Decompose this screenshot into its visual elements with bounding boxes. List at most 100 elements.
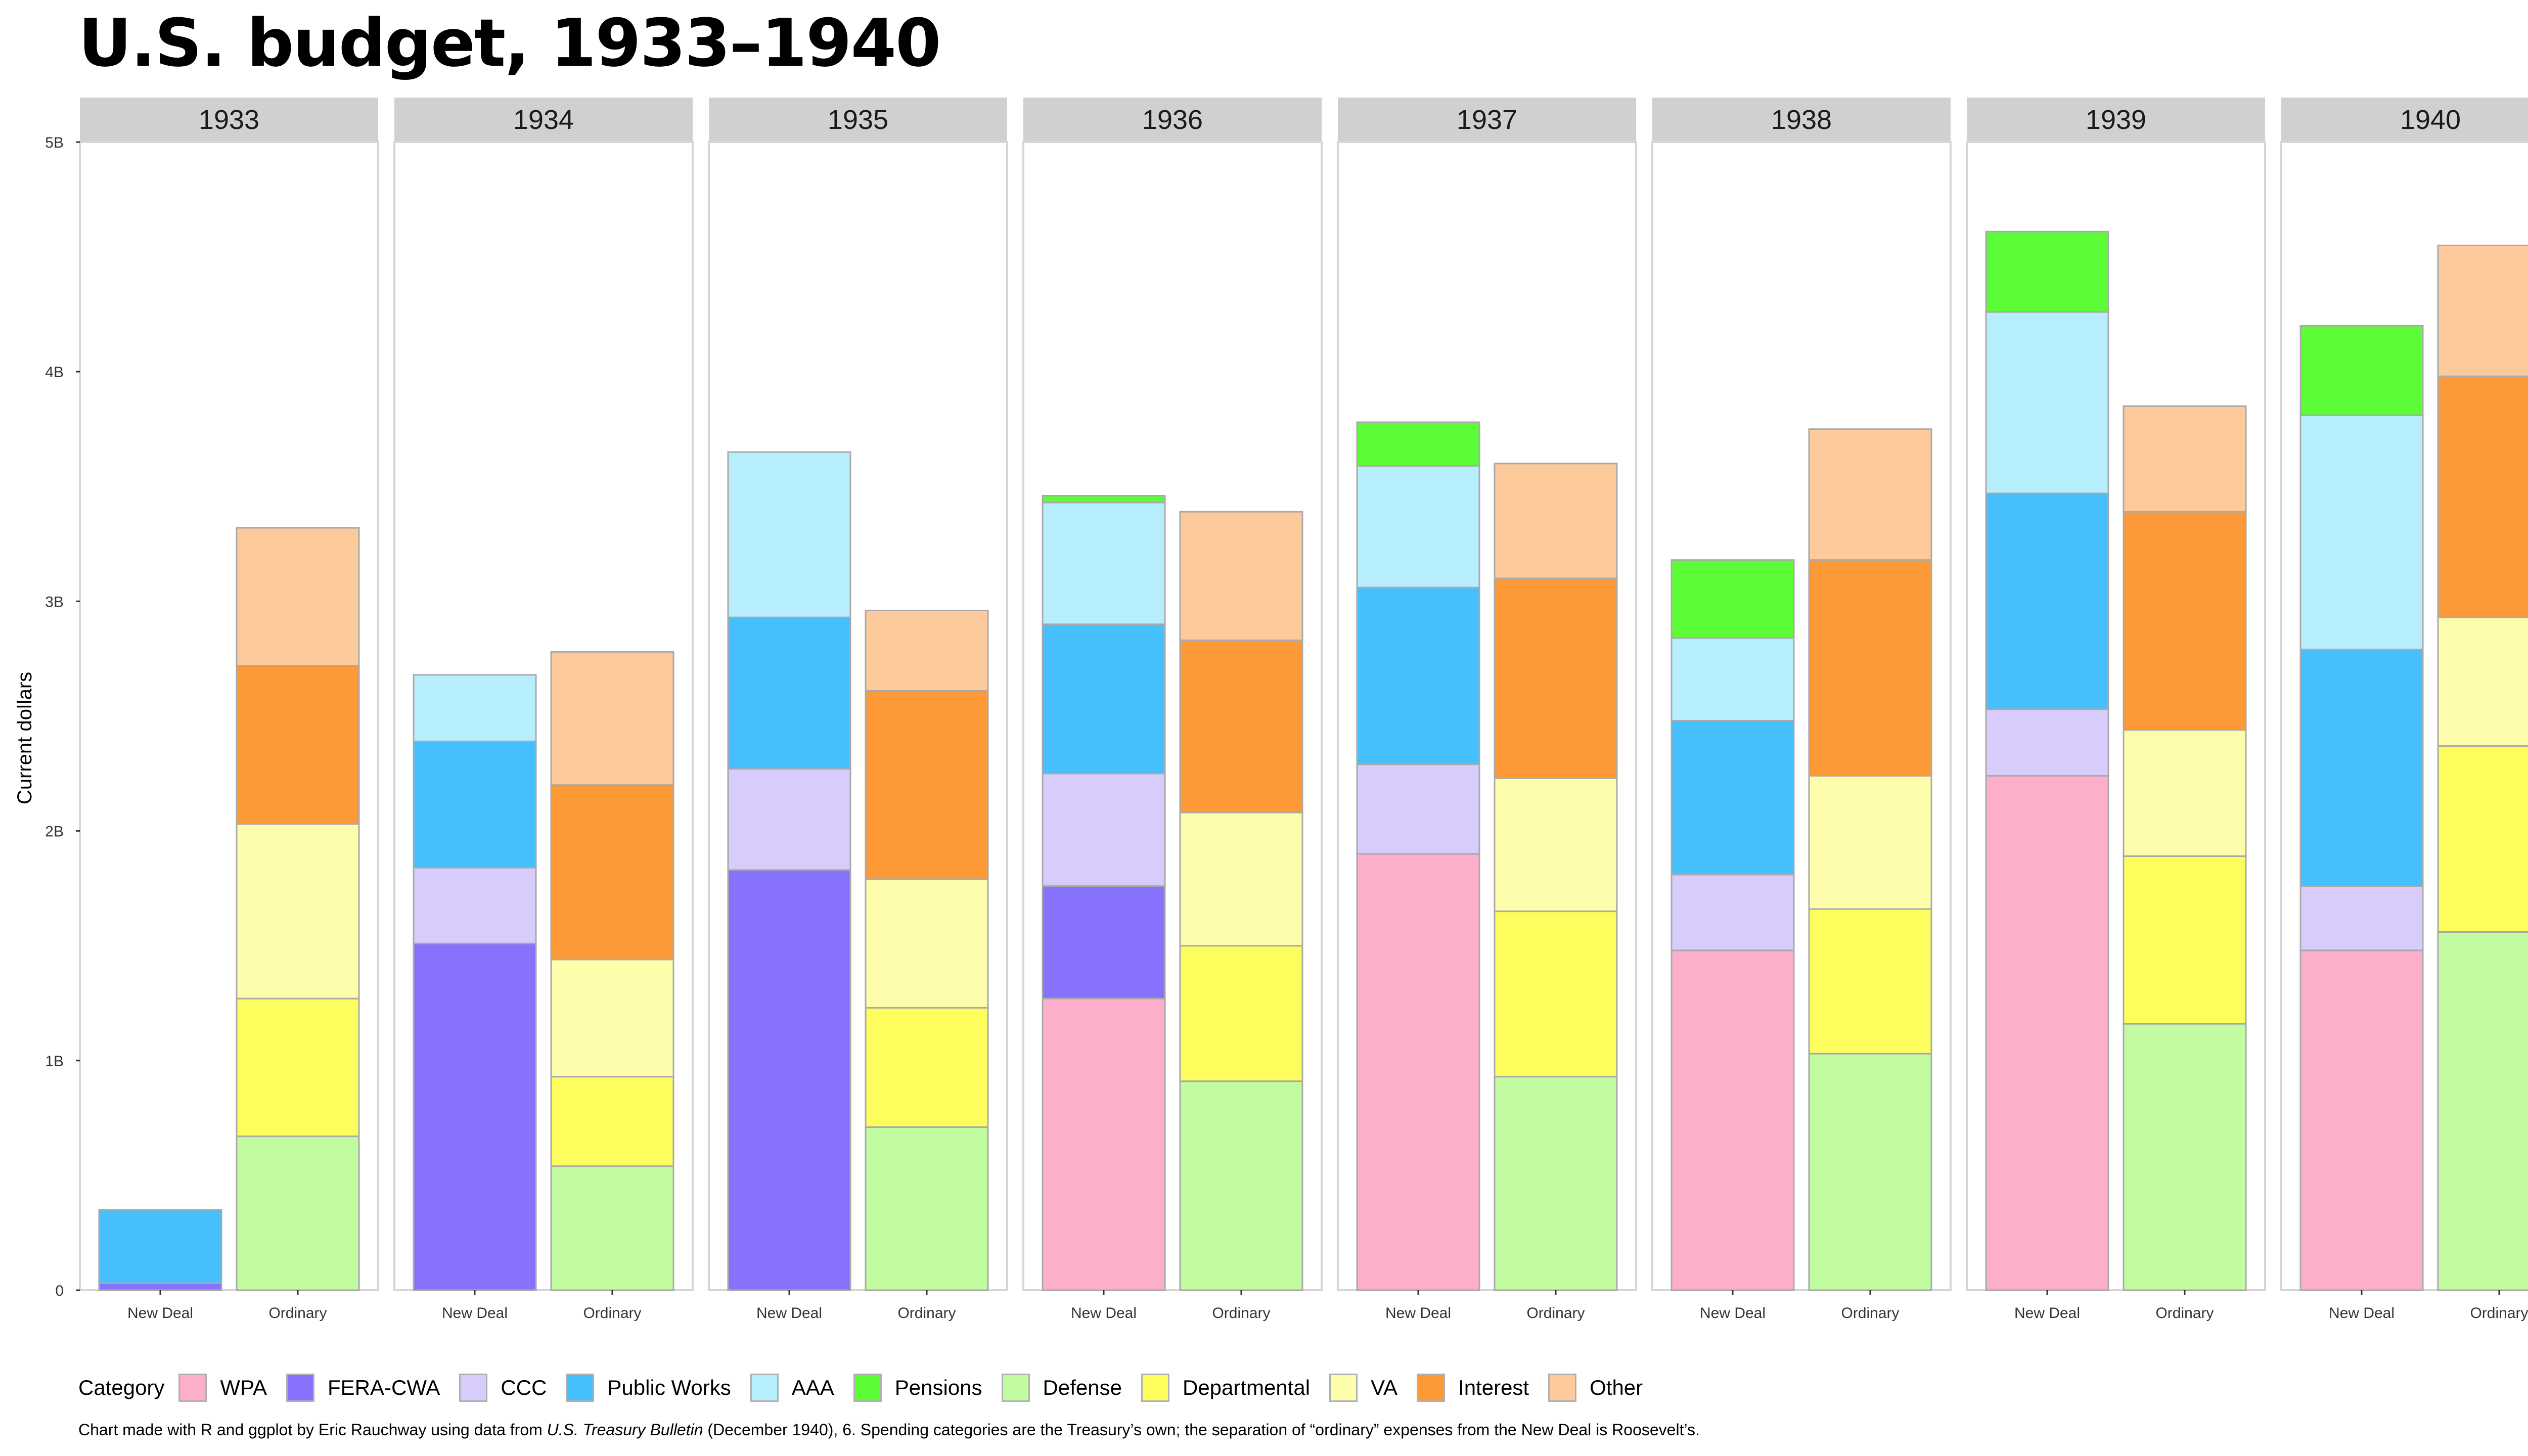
bar-segment-other xyxy=(1808,428,1932,561)
bar-segment-wpa xyxy=(1356,853,1480,1291)
bar-segment-departmental xyxy=(2123,855,2247,1025)
legend-swatch xyxy=(1001,1374,1030,1402)
caption-source: U.S. Treasury Bulletin xyxy=(547,1421,703,1439)
bar-segment-departmental xyxy=(550,1076,674,1167)
bar-segment-departmental xyxy=(1179,945,1303,1082)
legend-items: WPA FERA-CWA CCC Public Works AAA Pensions Def… xyxy=(178,1374,1662,1402)
x-tick-label: New Deal xyxy=(2329,1305,2395,1322)
bar-segment-ccc xyxy=(413,867,537,944)
legend-label: Public Works xyxy=(607,1376,731,1399)
facet-strip-label: 1940 xyxy=(2400,105,2461,135)
legend-label: Departmental xyxy=(1182,1376,1311,1399)
legend-swatch xyxy=(853,1374,882,1402)
bar-segment-public-works xyxy=(1042,623,1166,775)
x-tick-label: New Deal xyxy=(1071,1305,1137,1322)
bar-segment-aaa xyxy=(1356,465,1480,588)
bar-segment-aaa xyxy=(727,451,851,618)
bar-segment-interest xyxy=(1179,640,1303,813)
y-tick-label: 4B xyxy=(45,364,64,381)
legend-label: Interest xyxy=(1458,1376,1529,1399)
legend-label: Pensions xyxy=(894,1376,982,1399)
bar-segment-other xyxy=(1494,463,1618,579)
bar-segment-pensions xyxy=(2299,325,2424,416)
bar-segment-fera-cwa xyxy=(98,1282,222,1291)
facet-panel-1938: 1938 New Deal Ordinary xyxy=(1651,98,1952,1322)
bar-segment-va xyxy=(550,959,674,1078)
bar-segment-other xyxy=(550,651,674,786)
facet-strip xyxy=(1967,98,2265,142)
bar-segment-defense xyxy=(2123,1023,2247,1291)
x-tick-label: Ordinary xyxy=(1212,1305,1270,1322)
bar-segment-defense xyxy=(1494,1076,1618,1291)
x-tick-label: Ordinary xyxy=(897,1305,956,1322)
x-tick-label: New Deal xyxy=(1385,1305,1451,1322)
y-axis: 0 1B 2B 3B 4B 5B xyxy=(45,134,80,1299)
bar-segment-wpa xyxy=(1671,949,1795,1291)
legend-item-wpa: WPA xyxy=(178,1374,267,1402)
legend-item-interest: Interest xyxy=(1417,1374,1529,1402)
bar-segment-defense xyxy=(550,1165,674,1291)
legend-item-defense: Defense xyxy=(1001,1374,1122,1402)
bar-segment-va xyxy=(865,878,989,1009)
x-tick-label: Ordinary xyxy=(1841,1305,1899,1322)
bar-segment-aaa xyxy=(2299,414,2424,651)
bar-segment-wpa xyxy=(1985,775,2109,1291)
facet-strip-label: 1938 xyxy=(1771,105,1832,135)
bar-segment-other xyxy=(1179,511,1303,642)
facet-strip xyxy=(1652,98,1951,142)
legend-item-va: VA xyxy=(1329,1374,1397,1402)
bar-segment-public-works xyxy=(1985,492,2109,710)
bar-segment-public-works xyxy=(1356,586,1480,765)
faceted-stacked-bar-chart: 1933 New Deal Ordinary 1934 New Deal Ordinary… xyxy=(14,98,2528,1322)
legend-swatch xyxy=(1329,1374,1358,1402)
legend-swatch xyxy=(1141,1374,1169,1402)
x-tick-label: New Deal xyxy=(2014,1305,2080,1322)
bar-segment-wpa xyxy=(1042,997,1166,1291)
bar-segment-interest xyxy=(2123,511,2247,731)
bar-segment-other xyxy=(2437,244,2528,377)
bar-segment-aaa xyxy=(1985,311,2109,494)
x-tick-label: New Deal xyxy=(442,1305,508,1322)
bar-segment-pensions xyxy=(1042,494,1166,504)
bar-segment-departmental xyxy=(2437,745,2528,933)
caption: Chart made with R and ggplot by Eric Rau… xyxy=(78,1421,1700,1439)
bar-segment-departmental xyxy=(1808,908,1932,1055)
x-tick-label: Ordinary xyxy=(2155,1305,2214,1322)
bar-segment-fera-cwa xyxy=(727,869,851,1291)
x-tick-label: Ordinary xyxy=(268,1305,327,1322)
bar-segment-va xyxy=(2123,729,2247,857)
facet-strip-label: 1937 xyxy=(1457,105,1517,135)
y-tick-label: 1B xyxy=(45,1053,64,1070)
legend-title: Category xyxy=(78,1376,165,1399)
bar-segment-interest xyxy=(1494,577,1618,779)
facet-strip-label: 1936 xyxy=(1142,105,1203,135)
legend-item-public-works: Public Works xyxy=(566,1374,731,1402)
bar-segment-aaa xyxy=(1671,637,1795,722)
bar-segment-fera-cwa xyxy=(413,942,537,1291)
caption-text: Chart made with R and ggplot by Eric Rau… xyxy=(78,1421,547,1439)
facet-panel-1939: 1939 New Deal Ordinary xyxy=(1966,98,2266,1322)
legend-item-departmental: Departmental xyxy=(1141,1374,1310,1402)
bar-segment-departmental xyxy=(236,997,360,1138)
bar-segment-ccc xyxy=(1985,708,2109,777)
bar-segment-ccc xyxy=(2299,885,2424,951)
x-tick-label: New Deal xyxy=(1700,1305,1766,1322)
bar-segment-ccc xyxy=(1042,772,1166,887)
legend-label: CCC xyxy=(501,1376,547,1399)
facet-strip xyxy=(1023,98,1322,142)
legend-swatch xyxy=(750,1374,779,1402)
chart-title: U.S. budget, 1933–1940 xyxy=(78,5,941,81)
x-tick-label: Ordinary xyxy=(583,1305,641,1322)
facet-strip xyxy=(1338,98,1636,142)
bar-segment-other xyxy=(865,610,989,692)
bar-segment-interest xyxy=(236,665,360,825)
bar-segment-interest xyxy=(865,690,989,880)
x-tick-label: Ordinary xyxy=(1526,1305,1585,1322)
bar-segment-ccc xyxy=(727,768,851,871)
facet-strip xyxy=(80,98,378,142)
x-tick-label: New Deal xyxy=(127,1305,193,1322)
bar-segment-va xyxy=(236,823,360,999)
facet-strip xyxy=(2281,98,2528,142)
facet-strip-label: 1935 xyxy=(828,105,888,135)
caption-text-end: (December 1940), 6. Spending categories … xyxy=(703,1421,1700,1439)
